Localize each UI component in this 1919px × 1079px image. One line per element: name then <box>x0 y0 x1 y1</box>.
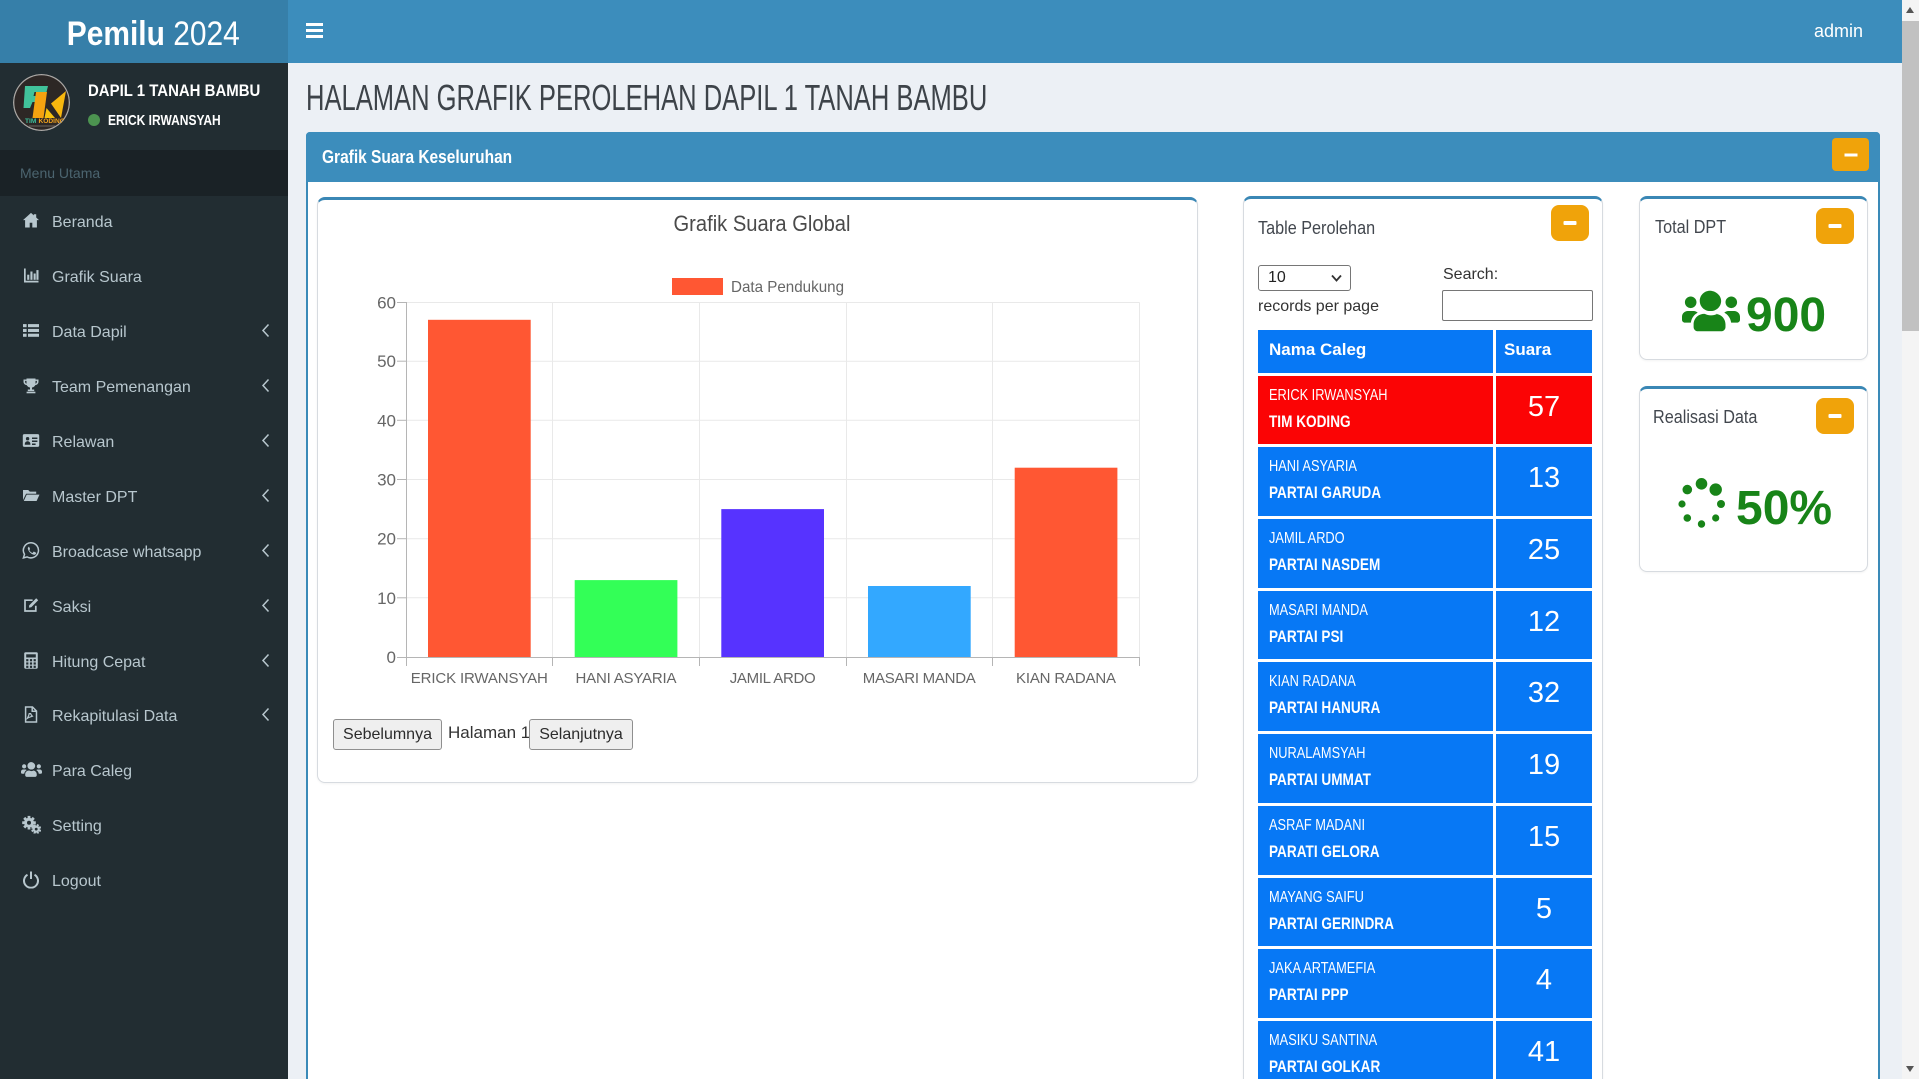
svg-text:KODING: KODING <box>39 118 65 125</box>
svg-text:JAMIL ARDO: JAMIL ARDO <box>730 670 816 687</box>
svg-text:20: 20 <box>377 530 396 549</box>
svg-text:HANI ASYARIA: HANI ASYARIA <box>576 670 677 687</box>
svg-text:0: 0 <box>387 648 396 667</box>
svg-text:50: 50 <box>377 352 396 371</box>
svg-text:TIM: TIM <box>25 118 37 125</box>
svg-text:Data Pendukung: Data Pendukung <box>731 279 844 296</box>
svg-text:ERICK IRWANSYAH: ERICK IRWANSYAH <box>411 670 548 687</box>
svg-text:KIAN RADANA: KIAN RADANA <box>1016 670 1116 687</box>
svg-text:60: 60 <box>377 294 396 313</box>
svg-text:MASARI MANDA: MASARI MANDA <box>863 670 976 687</box>
svg-text:10: 10 <box>377 589 396 608</box>
svg-text:40: 40 <box>377 411 396 430</box>
svg-text:30: 30 <box>377 471 396 490</box>
svg-text:Grafik Suara Global: Grafik Suara Global <box>674 211 851 236</box>
